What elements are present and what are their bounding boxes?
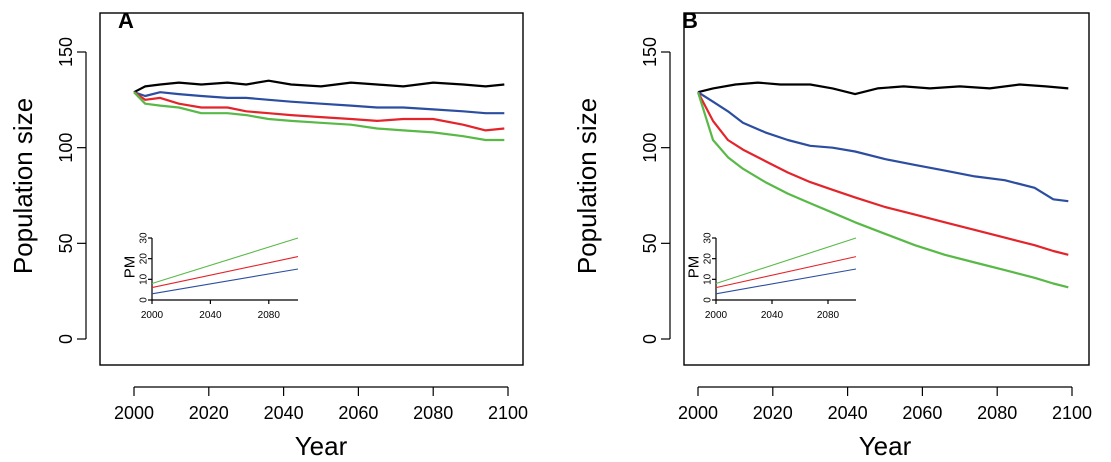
panel-a-label: A (118, 8, 134, 33)
panel-b-series-line-4 (696, 91, 1069, 289)
panel-a-x-axis-title: Year (295, 431, 348, 461)
panel-b-series-line-2 (697, 91, 1069, 203)
panel-a-y-tick-label: 100 (56, 133, 76, 163)
panel-b-inset-y-tick-label: 30 (703, 232, 714, 244)
panel-b-inset-series-line-2 (715, 256, 857, 289)
panel-a-inset-y-axis-title: PM (122, 256, 139, 279)
panel-b-inset-series-line-1 (715, 237, 857, 285)
panel-a-inset: 0 10 20 30 2000 2040 2080 PM (122, 232, 299, 321)
panel-b-x-tick-label: 2020 (753, 403, 793, 423)
panel-b-inset-x-tick-label: 2040 (761, 310, 784, 321)
panel-a-inset-x-tick-label: 2040 (199, 310, 222, 321)
panel-a-series-line-3 (133, 91, 505, 132)
panel-b-plot-frame (683, 12, 1090, 366)
panel-b-inset-y-tick-label: 10 (703, 273, 714, 285)
panel-a-y-tick-label: 0 (56, 334, 76, 344)
panel-a: A Population size Year 2000 2020 2040 2060 2… (8, 8, 528, 461)
panel-a-inset-y-tick-label: 10 (139, 273, 150, 285)
panel-a-x-tick-label: 2100 (488, 403, 528, 423)
panel-b-x-axis-title: Year (859, 431, 912, 461)
panel-b-y-tick-label: 50 (640, 233, 660, 253)
panel-a-inset-y-tick-label: 20 (139, 253, 150, 265)
panel-a-series-line-2 (133, 91, 505, 115)
panel-b-y-tick-label: 0 (640, 334, 660, 344)
panel-b-label: B (682, 8, 698, 33)
panel-a-x-tick-label: 2060 (338, 403, 378, 423)
panel-a-y-tick-label: 150 (56, 37, 76, 67)
panel-a-y-axis-title: Population size (8, 98, 38, 274)
panel-a-inset-y-tick-label: 30 (139, 232, 150, 244)
panel-b-inset-y-tick-label: 0 (703, 297, 714, 303)
panel-a-series-line-4 (133, 91, 505, 142)
panel-b-x-tick-label: 2080 (977, 403, 1017, 423)
panel-b-y-axis-title: Population size (572, 98, 602, 274)
panel-a-inset-y-tick-label: 0 (139, 297, 150, 303)
panel-a-inset-series-line-1 (151, 237, 299, 285)
panel-b-series-line-3 (697, 91, 1069, 256)
panel-b-x-tick-label: 2100 (1052, 403, 1092, 423)
panel-b-series-line-1 (697, 81, 1069, 96)
panel-b: B Population size Year 2000 2020 2040 2060 2… (572, 8, 1092, 461)
panel-b-inset-y-tick-label: 20 (703, 253, 714, 265)
panel-a-x-tick-label: 2000 (114, 403, 154, 423)
panel-b-inset-x-tick-label: 2000 (705, 310, 728, 321)
panel-b-x-tick-label: 2040 (828, 403, 868, 423)
panel-a-y-tick-label: 50 (56, 233, 76, 253)
panel-a-inset-x-tick-label: 2080 (258, 310, 281, 321)
panel-a-series-line-1 (133, 79, 505, 94)
panel-b-inset-x-tick-label: 2080 (817, 310, 840, 321)
panel-b-inset: 0 10 20 30 2000 2040 2080 PM (686, 232, 857, 321)
panel-a-inset-x-tick-label: 2000 (141, 310, 164, 321)
panel-b-x-tick-label: 2060 (902, 403, 942, 423)
panel-a-plot-frame (99, 12, 524, 366)
panel-b-plot-area: 2000 2020 2040 2060 2080 2100 0 50 100 150 0 10 20 30… (640, 12, 1092, 423)
panel-b-x-tick-label: 2000 (678, 403, 718, 423)
panel-a-plot-area: 2000 2020 2040 2060 2080 2100 0 50 100 150 0 10 20 30… (56, 12, 528, 423)
panel-b-inset-y-axis-title: PM (686, 256, 703, 279)
panel-b-y-tick-label: 150 (640, 37, 660, 67)
panel-b-y-tick-label: 100 (640, 133, 660, 163)
panel-a-inset-series-line-3 (151, 268, 299, 295)
panel-a-x-tick-label: 2020 (189, 403, 229, 423)
panel-a-inset-series-line-2 (151, 256, 299, 289)
panel-a-x-tick-label: 2040 (264, 403, 304, 423)
panel-b-inset-series-line-3 (715, 268, 857, 295)
panel-a-x-tick-label: 2080 (413, 403, 453, 423)
